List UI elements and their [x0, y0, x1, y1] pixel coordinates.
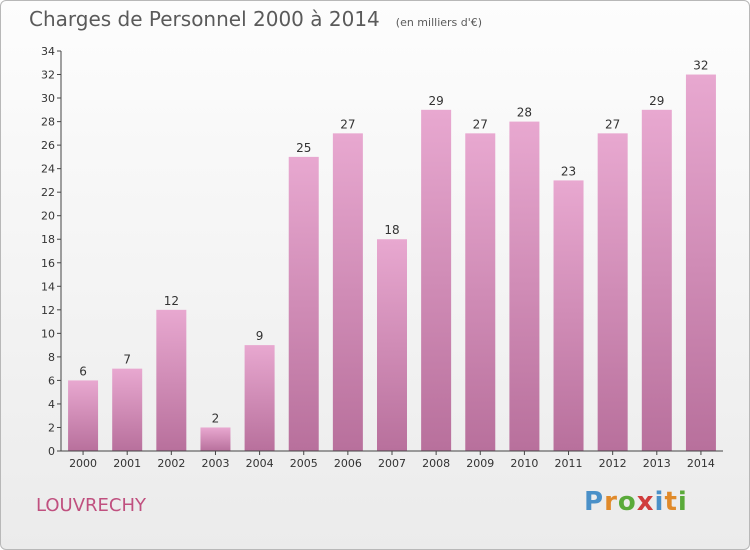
bar	[288, 156, 319, 451]
bar	[244, 345, 275, 451]
bar	[421, 109, 452, 451]
y-tick-label: 8	[48, 351, 55, 364]
y-tick-label: 0	[48, 445, 55, 458]
y-tick-label: 24	[41, 163, 55, 176]
bar-value-label: 6	[79, 364, 87, 378]
x-tick-label: 2002	[157, 457, 185, 470]
y-tick-label: 12	[41, 304, 55, 317]
logo-letter: o	[617, 487, 637, 517]
x-tick-label: 2001	[113, 457, 141, 470]
bar	[597, 133, 628, 451]
x-tick-label: 2000	[69, 457, 97, 470]
bar-value-label: 2	[212, 411, 220, 425]
y-tick-label: 16	[41, 257, 55, 270]
x-tick-label: 2005	[290, 457, 318, 470]
y-tick-label: 10	[41, 327, 55, 340]
y-tick-label: 6	[48, 374, 55, 387]
y-tick-label: 18	[41, 233, 55, 246]
x-tick-label: 2014	[687, 457, 715, 470]
logo-letter: i	[654, 487, 665, 517]
x-tick-label: 2012	[599, 457, 627, 470]
bar-value-label: 23	[561, 164, 576, 178]
x-tick-label: 2007	[378, 457, 406, 470]
bar	[377, 239, 407, 451]
y-tick-label: 14	[41, 280, 55, 293]
x-tick-label: 2003	[201, 457, 229, 470]
y-tick-label: 32	[41, 69, 55, 82]
bar-value-label: 29	[428, 94, 443, 108]
bar-value-label: 27	[473, 117, 488, 131]
commune-name: LOUVRECHY	[36, 495, 147, 516]
y-tick-label: 28	[41, 116, 55, 129]
bar-value-label: 29	[649, 94, 664, 108]
chart-title: Charges de Personnel 2000 à 2014	[29, 7, 380, 31]
bar-value-label: 7	[123, 353, 131, 367]
x-tick-label: 2006	[334, 457, 362, 470]
x-tick-label: 2004	[246, 457, 274, 470]
bar	[200, 427, 231, 451]
logo-letter: i	[677, 487, 688, 517]
bar	[112, 368, 143, 451]
y-tick-label: 22	[41, 186, 55, 199]
bar-value-label: 27	[340, 117, 355, 131]
chart-subtitle: (en milliers d'€)	[395, 16, 483, 29]
bar-value-label: 32	[693, 59, 708, 73]
bar-value-label: 27	[605, 117, 620, 131]
logo-letter: r	[604, 487, 618, 517]
y-tick-label: 26	[41, 139, 55, 152]
bar-value-label: 28	[517, 106, 532, 120]
bar-value-label: 12	[164, 294, 179, 308]
proxiti-logo: Proxiti	[584, 487, 688, 517]
x-tick-label: 2010	[510, 457, 538, 470]
logo-letter: x	[636, 487, 655, 517]
bar	[685, 74, 716, 451]
bar-value-label: 18	[384, 223, 399, 237]
y-tick-label: 4	[48, 398, 55, 411]
y-tick-label: 20	[41, 210, 55, 223]
bar-value-label: 25	[296, 141, 311, 155]
logo-letter: t	[664, 487, 678, 517]
x-tick-label: 2009	[466, 457, 494, 470]
bar	[156, 309, 187, 451]
bar	[68, 380, 99, 451]
bar	[509, 121, 540, 452]
x-tick-label: 2008	[422, 457, 450, 470]
logo-letter: P	[584, 487, 605, 517]
bar	[465, 133, 496, 451]
x-tick-label: 2011	[555, 457, 583, 470]
y-tick-label: 2	[48, 421, 55, 434]
bar	[332, 133, 363, 451]
y-tick-label: 30	[41, 92, 55, 105]
bar-value-label: 9	[256, 329, 264, 343]
title-row: Charges de Personnel 2000 à 2014 (en mill…	[29, 7, 482, 31]
x-tick-label: 2013	[643, 457, 671, 470]
bar	[553, 180, 584, 452]
bar	[641, 109, 672, 451]
y-tick-label: 34	[41, 45, 55, 58]
